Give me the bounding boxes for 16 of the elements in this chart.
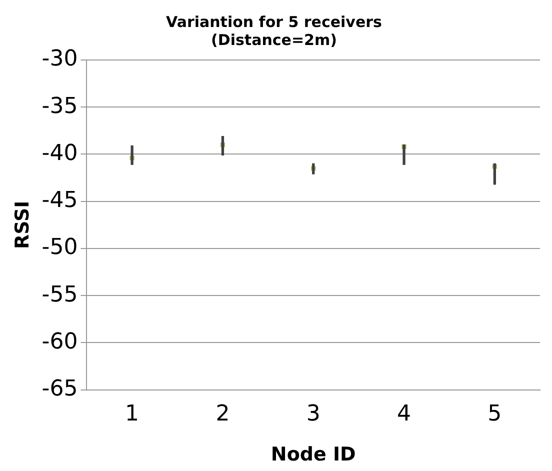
chart-title: Variantion for 5 receivers (Distance=2m) xyxy=(166,12,382,49)
x-tick-label: 4 xyxy=(397,402,412,427)
x-axis-title: Node ID xyxy=(270,444,356,466)
x-tick-label: 3 xyxy=(306,402,320,427)
y-tick-label: -65 xyxy=(42,376,78,402)
x-tick-label: 2 xyxy=(216,402,230,427)
y-tick-label: -30 xyxy=(42,46,78,72)
y-tick-label: -60 xyxy=(42,329,78,354)
y-tick-label: -50 xyxy=(42,235,78,260)
y-axis-title: RSSI xyxy=(11,200,34,250)
y-tick-label: -45 xyxy=(42,188,78,214)
x-tick-label: 1 xyxy=(125,402,140,427)
x-tick-label: 5 xyxy=(488,402,502,427)
y-tick-label: -40 xyxy=(42,140,78,166)
y-tick-label: -35 xyxy=(42,94,78,119)
y-tick-label: -55 xyxy=(42,282,78,308)
